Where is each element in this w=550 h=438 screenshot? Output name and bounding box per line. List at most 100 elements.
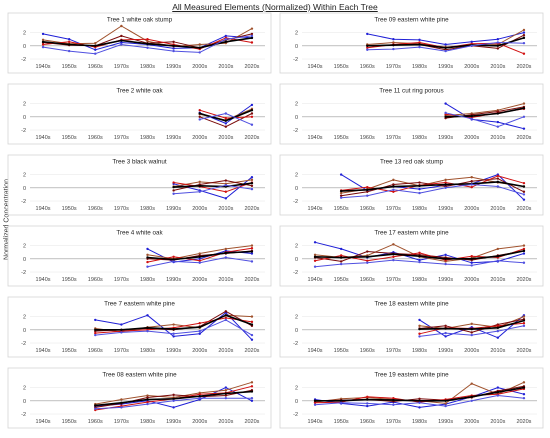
data-point bbox=[418, 260, 421, 264]
data-point bbox=[496, 177, 500, 180]
chart-panel: Tree 18 eastern white pine -2 0 2 1940s 1950s… bbox=[279, 296, 544, 358]
data-point bbox=[470, 395, 473, 399]
figure-title: All Measured Elements (Normalized) Withi… bbox=[172, 2, 378, 12]
data-point bbox=[250, 252, 254, 255]
data-point bbox=[418, 324, 421, 328]
data-point bbox=[496, 324, 500, 328]
data-point bbox=[418, 254, 421, 258]
data-point bbox=[366, 185, 369, 189]
data-point bbox=[120, 43, 123, 46]
data-point bbox=[250, 260, 254, 263]
data-point bbox=[313, 403, 317, 406]
data-point bbox=[94, 48, 97, 51]
y-tick-label: 2 bbox=[23, 315, 26, 321]
x-tick-label: 1990s bbox=[166, 64, 181, 70]
x-tick-label: 2000s bbox=[464, 419, 479, 425]
data-point bbox=[418, 399, 421, 402]
x-tick-label: 2020s bbox=[516, 135, 531, 141]
data-point bbox=[444, 181, 447, 184]
data-point bbox=[198, 252, 201, 255]
data-point bbox=[198, 109, 201, 112]
data-point bbox=[250, 103, 254, 107]
data-point bbox=[392, 403, 395, 406]
x-tick-label: 2020s bbox=[244, 64, 259, 70]
panel-title: Tree 7 eastern white pine bbox=[104, 301, 175, 308]
data-point bbox=[313, 255, 317, 259]
data-point bbox=[224, 386, 228, 389]
data-point bbox=[418, 181, 421, 184]
data-point bbox=[522, 52, 526, 55]
data-point bbox=[224, 112, 228, 115]
data-point bbox=[470, 183, 473, 186]
x-tick-label: 2010s bbox=[490, 419, 505, 425]
data-point bbox=[224, 116, 228, 120]
chart-panel: Tree 2 white oak -2 0 2 1940s 1950s 1960s 1970s… bbox=[7, 83, 272, 145]
data-point bbox=[250, 338, 254, 341]
panel-title: Tree 2 white oak bbox=[116, 88, 163, 95]
data-point bbox=[224, 125, 228, 128]
data-point bbox=[392, 47, 395, 51]
data-point bbox=[522, 185, 526, 188]
data-point bbox=[522, 34, 526, 37]
data-point bbox=[146, 38, 149, 41]
data-point bbox=[172, 49, 175, 53]
data-point bbox=[418, 335, 421, 338]
panel-frame bbox=[7, 225, 272, 287]
data-point bbox=[172, 258, 175, 261]
data-point bbox=[250, 385, 254, 388]
data-point bbox=[366, 398, 369, 401]
data-point bbox=[470, 257, 473, 260]
data-point bbox=[470, 261, 473, 264]
data-point bbox=[120, 34, 123, 38]
data-point bbox=[418, 251, 421, 255]
data-point bbox=[418, 184, 421, 188]
data-point bbox=[94, 331, 97, 335]
data-point bbox=[366, 190, 369, 193]
x-tick-label: 1960s bbox=[88, 419, 103, 425]
data-point bbox=[339, 399, 343, 402]
data-point bbox=[522, 247, 526, 251]
data-point bbox=[172, 399, 175, 402]
data-point bbox=[339, 401, 343, 404]
x-tick-label: 1980s bbox=[140, 348, 155, 354]
x-tick-label: 1970s bbox=[114, 64, 129, 70]
panel-title: Tree 1 white oak stump bbox=[107, 17, 173, 24]
x-tick-label: 2020s bbox=[516, 64, 531, 70]
data-point bbox=[392, 190, 395, 193]
panel-title: Tree 13 red oak stump bbox=[380, 159, 444, 166]
data-point bbox=[198, 257, 201, 260]
x-tick-label: 1950s bbox=[334, 64, 349, 70]
x-tick-label: 2020s bbox=[244, 206, 259, 212]
data-point bbox=[339, 194, 343, 197]
data-point bbox=[67, 49, 71, 53]
x-tick-label: 1960s bbox=[360, 64, 375, 70]
data-point bbox=[198, 180, 201, 184]
data-point bbox=[41, 32, 45, 36]
data-point bbox=[198, 259, 201, 262]
data-point bbox=[146, 400, 149, 404]
data-point bbox=[366, 194, 369, 197]
panel-frame bbox=[279, 154, 544, 216]
x-tick-label: 2010s bbox=[490, 135, 505, 141]
data-point bbox=[172, 189, 175, 192]
y-tick-label: 0 bbox=[23, 399, 26, 405]
x-tick-label: 1950s bbox=[334, 419, 349, 425]
data-point bbox=[172, 327, 175, 331]
data-point bbox=[392, 243, 395, 246]
data-point bbox=[172, 47, 175, 50]
data-point bbox=[522, 127, 526, 130]
data-point bbox=[94, 52, 97, 55]
x-tick-label: 1990s bbox=[438, 64, 453, 70]
x-tick-label: 1970s bbox=[114, 135, 129, 141]
data-point bbox=[392, 183, 395, 186]
x-tick-label: 1940s bbox=[308, 277, 323, 283]
data-point bbox=[496, 247, 500, 251]
data-point bbox=[470, 176, 473, 179]
data-point bbox=[313, 401, 317, 404]
data-point bbox=[146, 253, 149, 257]
y-tick-label: -2 bbox=[21, 128, 26, 134]
data-point bbox=[250, 115, 254, 119]
y-tick-label: -2 bbox=[293, 412, 298, 418]
data-point bbox=[339, 189, 343, 193]
chart-panel: Tree 3 black walnut -2 0 2 1940s 1950s 1960s 19… bbox=[7, 154, 272, 216]
